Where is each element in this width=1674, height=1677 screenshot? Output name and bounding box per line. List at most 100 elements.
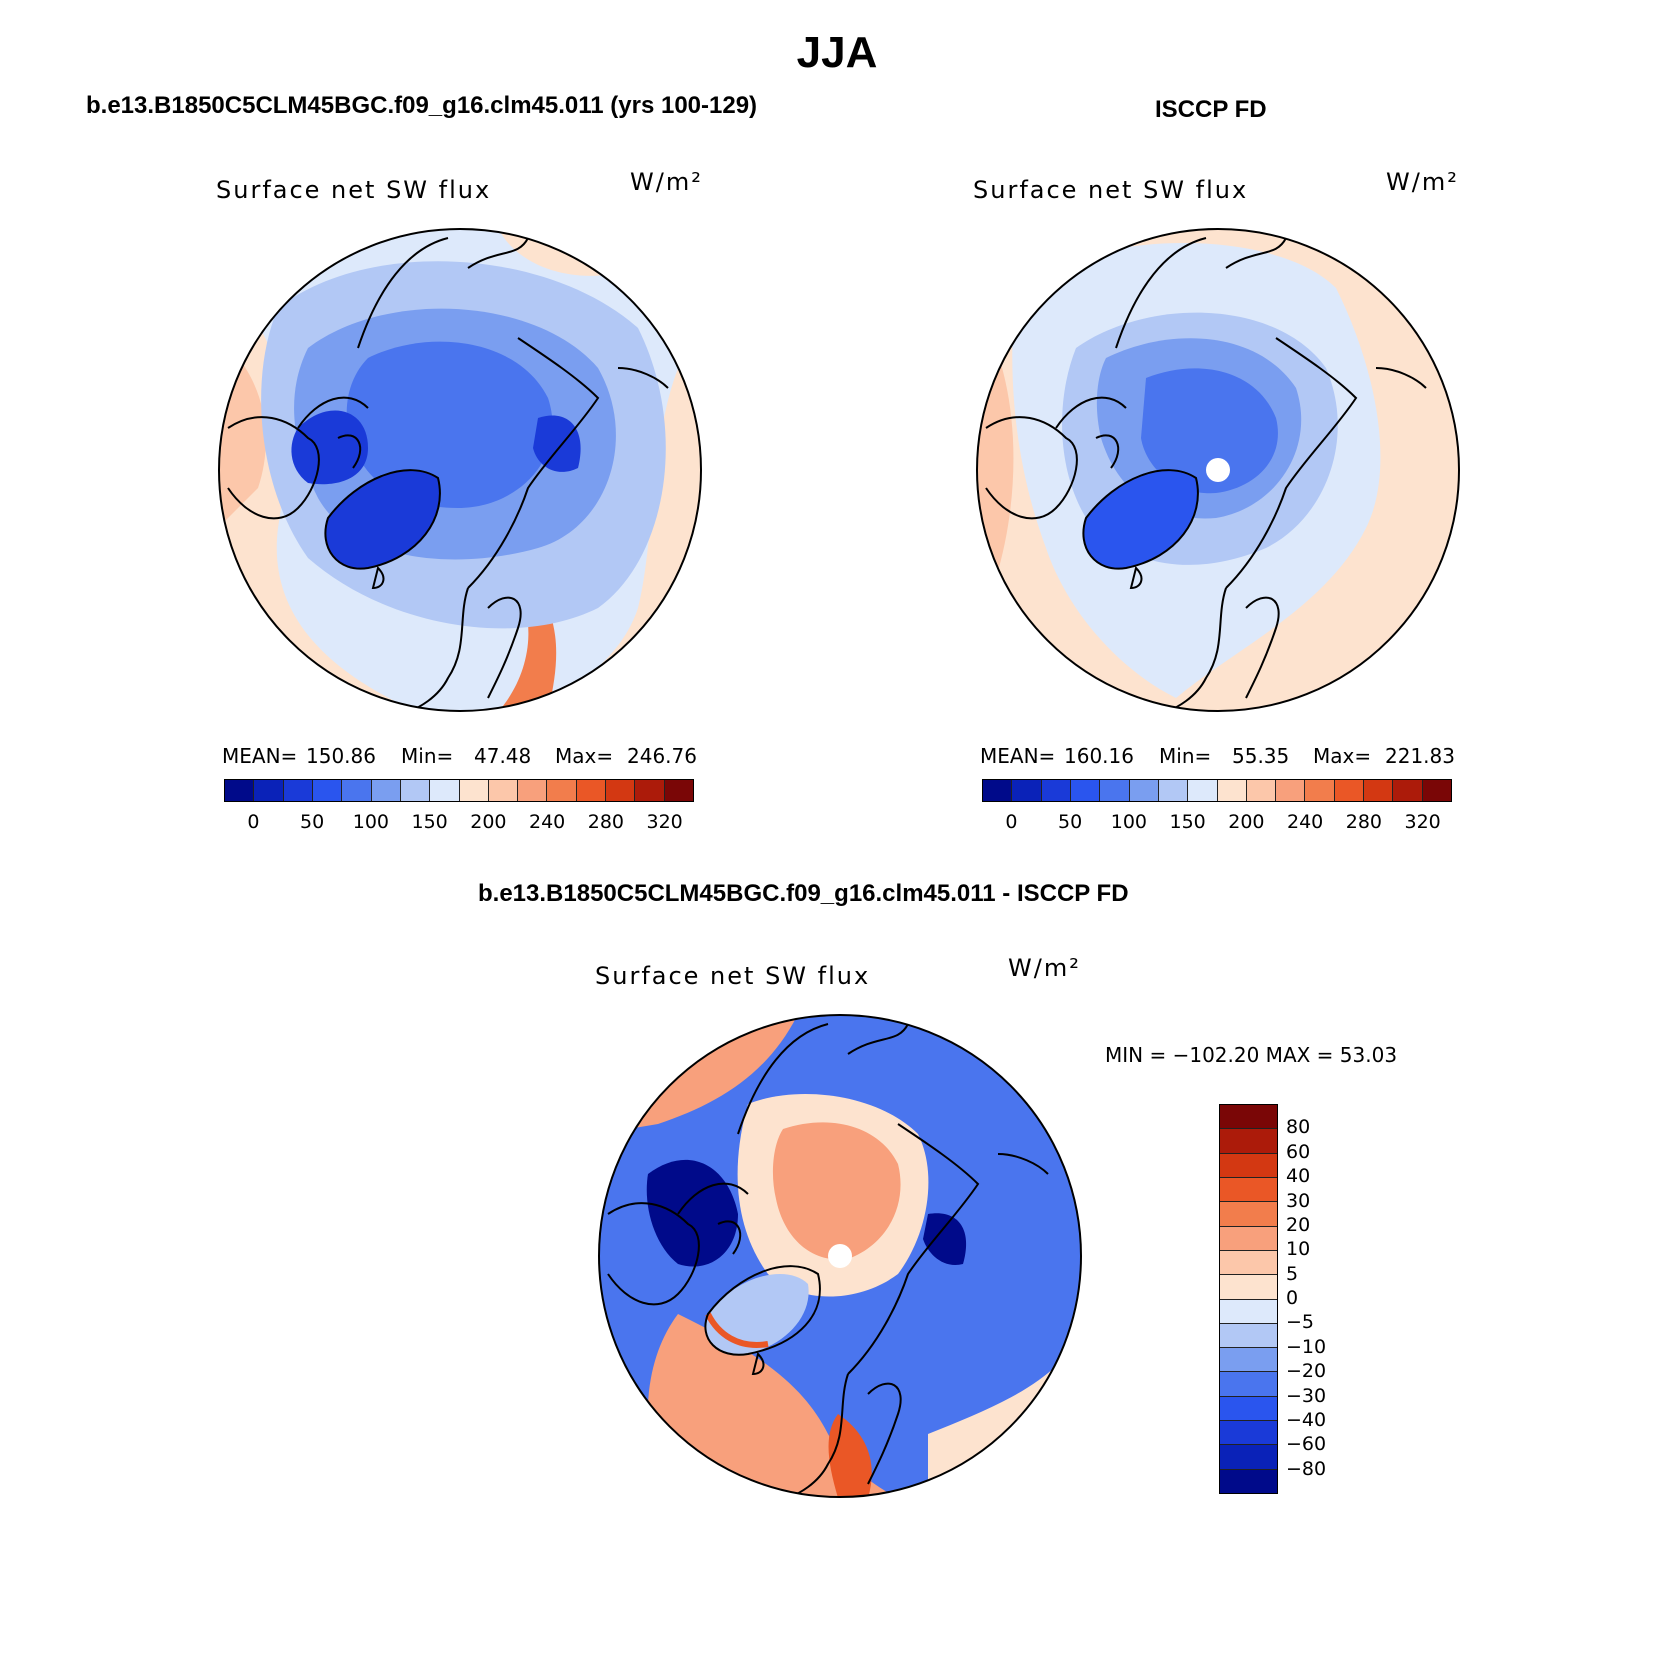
figure-title: JJA (796, 28, 878, 77)
model-map-border (218, 228, 702, 712)
colorbar-tick-label: 30 (1286, 1189, 1311, 1212)
colorbar-tick-label: 280 (587, 811, 624, 833)
model-min-label: Min= (401, 744, 454, 768)
colorbar-swatch (1220, 1153, 1277, 1178)
colorbar-tick-label: 100 (1110, 811, 1147, 833)
obs-max-value: 221.83 (1385, 744, 1455, 768)
model-mean-value: 150.86 (306, 744, 376, 768)
colorbar-swatch (1220, 1421, 1277, 1446)
model-min-value: 47.48 (474, 744, 532, 768)
colorbar-tick-label: 240 (1286, 811, 1324, 833)
colorbar-swatch (1220, 1129, 1277, 1154)
colorbar-swatch (1422, 780, 1451, 801)
colorbar-swatch (283, 780, 313, 801)
colorbar-swatch (606, 780, 636, 801)
obs-mean-value: 160.16 (1064, 744, 1134, 768)
colorbar-swatch (1158, 780, 1189, 801)
diff-units: W/m² (1008, 954, 1081, 982)
diff-map-border (598, 1014, 1082, 1498)
colorbar-swatch (400, 780, 431, 801)
model-units: W/m² (630, 168, 703, 196)
colorbar-swatch (664, 780, 693, 801)
colorbar-tick-label: −60 (1286, 1433, 1327, 1456)
colorbar-tick-label: 60 (1286, 1140, 1311, 1163)
colorbar-swatch (1220, 1445, 1277, 1470)
obs-map-border (976, 228, 1460, 712)
colorbar-tick-label: −10 (1286, 1335, 1327, 1358)
colorbar-tick-label: −80 (1286, 1457, 1327, 1480)
colorbar-swatch (1041, 780, 1071, 801)
colorbar-tick-label: 200 (1228, 811, 1265, 833)
model-max-label: Max= (555, 744, 614, 768)
colorbar-tick-label: −5 (1286, 1311, 1315, 1334)
colorbar-swatch (1220, 1226, 1277, 1251)
colorbar-tick-label: 50 (1058, 811, 1083, 833)
model-colorbar (224, 779, 694, 802)
colorbar-swatch (254, 780, 284, 801)
colorbar-tick-label: 0 (1286, 1287, 1299, 1309)
colorbar-swatch (1188, 780, 1218, 801)
colorbar-tick-label: 50 (300, 811, 325, 833)
model-greenland (325, 470, 440, 569)
colorbar-swatch (1220, 1323, 1277, 1349)
colorbar-swatch (1220, 1177, 1277, 1203)
colorbar-tick-label: 100 (352, 811, 389, 833)
colorbar-swatch (1220, 1469, 1277, 1493)
colorbar-tick-label: 320 (1404, 811, 1441, 833)
colorbar-tick-label: 150 (1169, 811, 1206, 833)
colorbar-swatch (1220, 1250, 1277, 1276)
colorbar-tick-label: 280 (1345, 811, 1382, 833)
colorbar-swatch (1100, 780, 1130, 801)
colorbar-swatch (1070, 780, 1101, 801)
colorbar-tick-label: 5 (1286, 1262, 1299, 1285)
model-field-label: Surface net SW flux (216, 176, 492, 204)
model-siberia-low (533, 415, 581, 472)
diff-polar-map (598, 1014, 1082, 1498)
colorbar-swatch (1220, 1105, 1277, 1130)
obs-coastlines (985, 237, 1427, 711)
obs-pole-mask (1206, 458, 1230, 482)
colorbar-tick-label: 80 (1286, 1116, 1311, 1139)
model-max-value: 246.76 (627, 744, 697, 768)
model-panel-heading: b.e13.B1850C5CLM45BGC.f09_g16.clm45.011 … (86, 92, 758, 119)
colorbar-swatch (1220, 1275, 1277, 1300)
obs-panel-heading: ISCCP FD (1155, 96, 1267, 123)
colorbar-swatch (1305, 780, 1335, 801)
colorbar-swatch (1220, 1202, 1277, 1227)
diff-minmax: MIN = −102.20 MAX = 53.03 (1105, 1043, 1398, 1067)
diff-pole-mask (828, 1244, 852, 1268)
colorbar-swatch (576, 780, 607, 801)
colorbar-tick-label: 150 (411, 811, 448, 833)
colorbar-tick-label: −40 (1286, 1408, 1327, 1431)
colorbar-swatch (1012, 780, 1042, 801)
model-mean-label: MEAN= (222, 744, 298, 768)
colorbar-swatch (430, 780, 460, 801)
colorbar-swatch (1220, 1372, 1277, 1397)
colorbar-tick-label: −30 (1286, 1384, 1327, 1407)
diff-coastlines (607, 1023, 1049, 1497)
colorbar-swatch (225, 780, 255, 801)
colorbar-swatch (547, 780, 577, 801)
colorbar-tick-label: 0 (247, 811, 260, 833)
obs-field-label: Surface net SW flux (973, 176, 1249, 204)
colorbar-swatch (1220, 1299, 1277, 1324)
colorbar-swatch (1129, 780, 1159, 801)
colorbar-swatch (1334, 780, 1365, 801)
obs-max-label: Max= (1313, 744, 1372, 768)
obs-colorbar (982, 779, 1452, 802)
colorbar-swatch (1217, 780, 1247, 801)
colorbar-tick-label: 240 (528, 811, 566, 833)
colorbar-tick-label: −20 (1286, 1360, 1327, 1383)
colorbar-tick-label: 320 (646, 811, 683, 833)
colorbar-swatch (635, 780, 665, 801)
colorbar-tick-label: 40 (1286, 1165, 1311, 1188)
diff-panel-heading: b.e13.B1850C5CLM45BGC.f09_g16.clm45.011 … (478, 880, 1129, 907)
obs-polar-map (976, 228, 1460, 712)
obs-units: W/m² (1386, 168, 1459, 196)
model-arctic-ice (346, 341, 553, 508)
colorbar-tick-label: 20 (1286, 1213, 1311, 1236)
colorbar-swatch (1246, 780, 1277, 801)
model-coastlines (227, 237, 669, 711)
colorbar-swatch (312, 780, 343, 801)
obs-min-value: 55.35 (1232, 744, 1290, 768)
